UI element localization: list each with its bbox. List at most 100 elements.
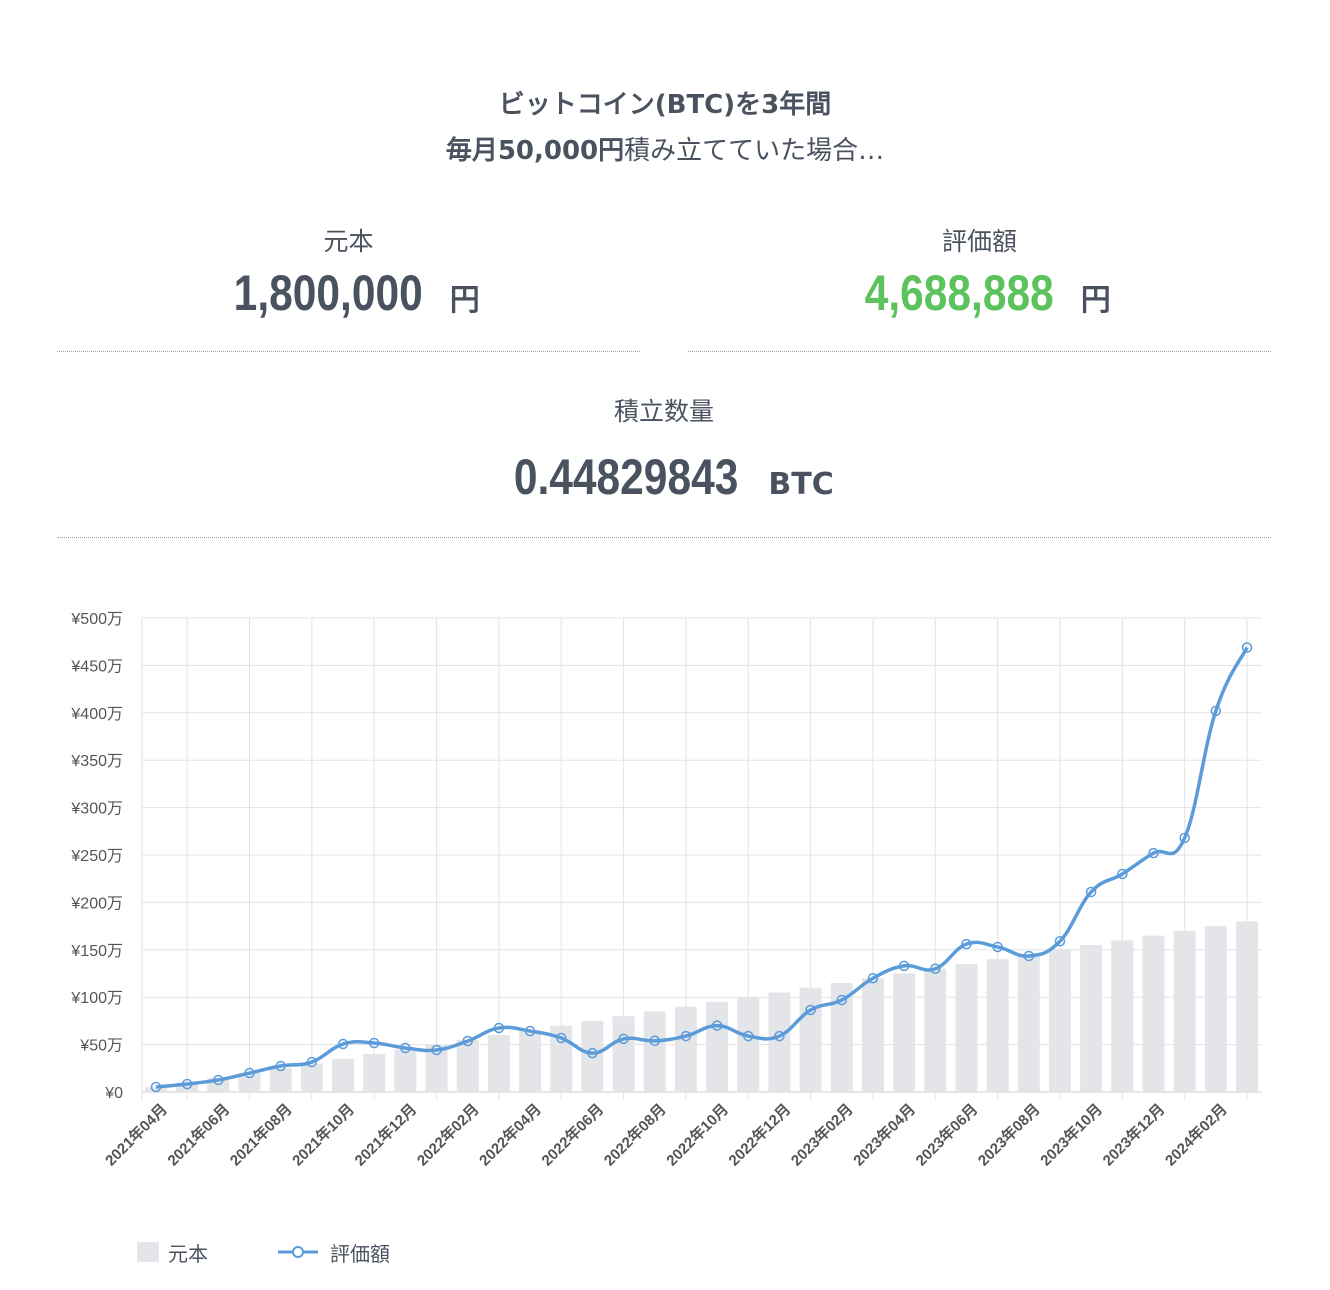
x-tick-label: 2021年04月 [101,1100,170,1169]
y-tick-label: ¥300万 [70,801,123,818]
bar-principal [1236,921,1258,1092]
bar-principal [1080,945,1103,1092]
principal-value: 1,800,000 [233,265,424,321]
x-tick-label: 2023年08月 [974,1100,1043,1169]
point-valuation [836,994,848,1006]
legend-label-principal: 元本 [168,1243,208,1266]
bar-principal [519,1030,542,1092]
x-tick-label: 2021年10月 [289,1100,358,1169]
x-tick-label: 2023年12月 [1099,1100,1168,1169]
bar-principal [145,1087,167,1092]
point-valuation [431,1044,442,1056]
point-valuation [1023,950,1035,962]
bar-principal [706,1001,729,1092]
title-line2-rest: 積み立てていた場合… [624,136,885,166]
point-valuation [275,1060,286,1072]
valuation-stat: 評価額 4,688,888 円 [688,222,1271,322]
bar-principal [425,1044,448,1092]
x-tick-label: 2023年06月 [912,1100,981,1169]
x-tick-label: 2024年02月 [1161,1100,1230,1169]
x-tick-label: 2021年12月 [351,1100,420,1169]
bar-principal [269,1068,292,1092]
bar-principal [300,1063,323,1092]
y-tick-label: ¥500万 [70,611,123,628]
valuation-unit: 円 [1080,283,1111,318]
bar-principal [1173,930,1196,1092]
legend: 元本 評価額 [137,1242,390,1266]
point-valuation [524,1025,536,1037]
point-valuation [181,1078,193,1090]
bar-principal [612,1016,635,1092]
point-valuation [680,1030,692,1042]
bar-principal [924,968,947,1092]
x-tick-label: 2022年12月 [725,1100,794,1169]
point-valuation [898,960,910,972]
point-valuation [1210,705,1222,717]
bar-principal [1142,935,1165,1092]
point-valuation [1148,847,1159,859]
bar-principal [799,987,822,1092]
point-valuation [462,1035,473,1047]
x-tick-label: 2023年04月 [850,1100,919,1169]
y-tick-label: ¥250万 [70,848,123,865]
divider [57,351,640,352]
x-tick-label: 2022年06月 [538,1100,607,1169]
y-tick-label: ¥350万 [70,753,123,770]
point-valuation [1241,642,1253,653]
bar-principal [332,1058,355,1092]
bar-principal [674,1006,697,1092]
y-tick-label: ¥50万 [79,1038,123,1055]
divider [688,351,1271,352]
bar-principal [1048,949,1071,1092]
bar-principal [363,1054,386,1092]
quantity-value: 0.44829843 [514,449,739,505]
x-tick-label: 2022年04月 [476,1100,545,1169]
title-line1: ビットコイン(BTC)を3年間 [498,90,832,120]
quantity-stat: 積立数量 0.44829843 BTC [57,392,1271,506]
point-valuation [1117,868,1128,880]
bar-principal [394,1049,417,1092]
bar-principal [581,1020,604,1092]
bar-principal [1204,926,1227,1092]
point-valuation [244,1067,255,1079]
bar-principal [176,1082,199,1092]
point-valuation [493,1022,505,1034]
bar-principal [737,997,760,1092]
bar-principal [1017,954,1040,1092]
principal-unit: 円 [449,283,480,318]
point-valuation [368,1037,380,1049]
point-valuation [306,1056,318,1068]
y-tick-label: ¥200万 [70,895,123,912]
bar-principal [1111,940,1134,1092]
y-tick-label: ¥0 [104,1085,123,1102]
bar-principal [238,1073,261,1092]
point-valuation [649,1035,660,1047]
point-valuation [1054,936,1066,947]
x-tick-label: 2023年02月 [787,1100,856,1169]
divider [57,537,1271,538]
point-valuation [337,1038,349,1050]
x-tick-label: 2022年10月 [663,1100,732,1169]
bar-principal [986,959,1009,1092]
point-valuation [961,938,972,950]
y-tick-label: ¥100万 [70,990,123,1007]
valuation-label: 評価額 [941,227,1017,256]
bar-principal [456,1039,479,1092]
x-tick-label: 2022年08月 [600,1100,669,1169]
page-title: ビットコイン(BTC)を3年間 毎月50,000円積み立てていた場合… [0,82,1330,174]
point-valuation [587,1047,598,1059]
principal-stat: 元本 1,800,000 円 [57,222,640,322]
point-valuation [213,1074,224,1086]
bar-principal [861,978,884,1092]
point-valuation [555,1032,567,1044]
legend-label-valuation: 評価額 [330,1243,390,1266]
bar-principal [830,982,853,1092]
x-tick-label: 2021年08月 [226,1100,295,1169]
point-valuation [150,1081,162,1093]
point-valuation [867,972,879,984]
point-valuation [711,1020,723,1031]
point-valuation [774,1030,785,1042]
legend-swatch-principal [137,1242,159,1262]
